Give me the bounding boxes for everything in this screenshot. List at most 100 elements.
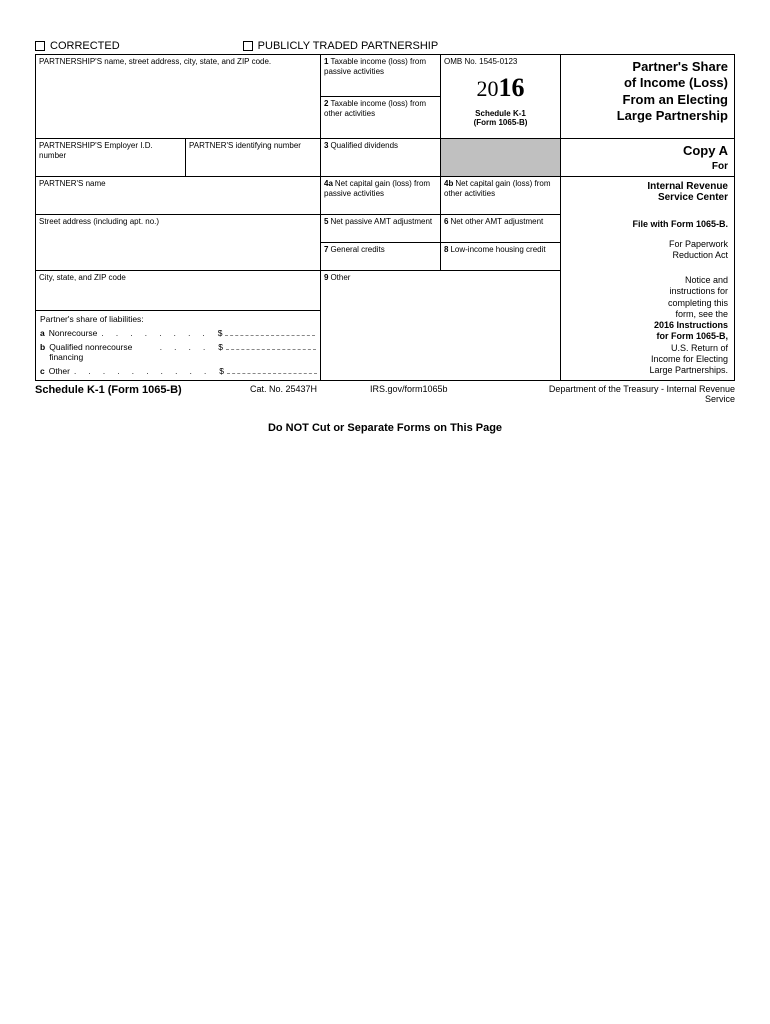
box-8-cell[interactable]: 8Low-income housing credit <box>441 243 560 270</box>
employer-id-label: PARTNERSHIP'S Employer I.D. number <box>39 141 182 160</box>
liab-b-dots: . . . . <box>160 343 211 352</box>
paperwork-l6: form, see the <box>567 309 728 320</box>
liab-b-txt: Qualified nonrecourse financing <box>49 342 156 362</box>
box-4a-label: Net capital gain (loss) from passive act… <box>324 179 430 198</box>
tax-year: 2016 <box>444 73 557 103</box>
box-2-cell[interactable]: 2Taxable income (loss) from other activi… <box>321 97 440 138</box>
box-5-num: 5 <box>324 217 328 227</box>
schedule-label: Schedule K-1 <box>444 109 557 119</box>
for-label: For <box>567 161 728 172</box>
box-3-cell[interactable]: 3Qualified dividends <box>321 139 441 176</box>
year-cell: OMB No. 1545-0123 2016 Schedule K-1 (For… <box>441 55 561 138</box>
liabilities-header: Partner's share of liabilities: <box>40 314 316 324</box>
liab-a-lbl: a <box>40 328 45 338</box>
box-4a-num: 4a <box>324 179 333 189</box>
box-1-label: Taxable income (loss) from passive activ… <box>324 57 426 76</box>
partner-id-label: PARTNER'S identifying number <box>189 141 317 151</box>
paperwork-l7: 2016 Instructions <box>567 320 728 331</box>
liab-a-txt: Nonrecourse <box>49 328 98 338</box>
box-4b-num: 4b <box>444 179 453 189</box>
box-5-cell[interactable]: 5Net passive AMT adjustment <box>321 215 441 242</box>
footer-cat: Cat. No. 25437H <box>250 384 370 404</box>
paperwork-l3: Notice and <box>567 275 728 286</box>
file-with-label: File with Form 1065-B. <box>567 219 728 229</box>
title-line-1: Partner's Share <box>567 59 728 75</box>
box-1-num: 1 <box>324 57 328 67</box>
box-8-num: 8 <box>444 245 448 255</box>
box-6-cell[interactable]: 6Net other AMT adjustment <box>441 215 560 242</box>
corrected-label: CORRECTED <box>50 40 120 52</box>
publicly-traded-checkbox[interactable] <box>243 41 253 51</box>
form-table: PARTNERSHIP'S name, street address, city… <box>35 54 735 381</box>
box-2-label: Taxable income (loss) from other activit… <box>324 99 426 118</box>
box-4b-cell[interactable]: 4bNet capital gain (loss) from other act… <box>441 177 561 215</box>
dollar-c: $ <box>219 366 224 376</box>
box-4a-cell[interactable]: 4aNet capital gain (loss) from passive a… <box>321 177 441 215</box>
city-state-zip-label: City, state, and ZIP code <box>39 273 317 283</box>
box-4b-label: Net capital gain (loss) from other activ… <box>444 179 551 198</box>
file-with-cell: File with Form 1065-B. For Paperwork Red… <box>561 215 734 271</box>
street-address-cell[interactable]: Street address (including apt. no.) <box>36 215 321 271</box>
title-line-4: Large Partnership <box>567 108 728 124</box>
box-3-num: 3 <box>324 141 328 151</box>
paperwork-l8: for Form 1065-B, <box>567 331 728 342</box>
copy-a-label: Copy A <box>567 143 728 158</box>
box-2-num: 2 <box>324 99 328 109</box>
footer-url: IRS.gov/form1065b <box>370 384 520 404</box>
publicly-traded-label: PUBLICLY TRADED PARTNERSHIP <box>258 40 439 52</box>
partner-id-cell[interactable]: PARTNER'S identifying number <box>186 139 321 176</box>
partnership-address-cell[interactable]: PARTNERSHIP'S name, street address, city… <box>36 55 321 138</box>
liability-c-row: c Other . . . . . . . . . . $ <box>40 365 316 376</box>
liab-c-lbl: c <box>40 366 45 376</box>
liab-a-input[interactable] <box>225 327 315 336</box>
box-9-cell[interactable]: 9Other <box>321 271 561 380</box>
paperwork-l11: Large Partnerships. <box>567 365 728 376</box>
liab-a-dots: . . . . . . . . <box>101 329 209 338</box>
irs-center-l1: Internal Revenue <box>567 181 728 192</box>
irs-center-l2: Service Center <box>567 192 728 203</box>
paperwork-cell: Notice and instructions for completing t… <box>561 271 734 380</box>
corrected-checkbox[interactable] <box>35 41 45 51</box>
partnership-address-label: PARTNERSHIP'S name, street address, city… <box>39 57 317 67</box>
partner-name-label: PARTNER'S name <box>39 179 317 189</box>
box-9-num: 9 <box>324 273 328 283</box>
box-6-label: Net other AMT adjustment <box>450 217 543 226</box>
title-line-3: From an Electing <box>567 92 728 108</box>
paperwork-l2: Reduction Act <box>567 250 728 261</box>
irs-center-cell: Internal Revenue Service Center <box>561 177 734 215</box>
corrected-checkbox-group: CORRECTED <box>35 40 120 52</box>
box-6-num: 6 <box>444 217 448 227</box>
dollar-a: $ <box>218 328 223 338</box>
box-7-cell[interactable]: 7General credits <box>321 243 441 270</box>
paperwork-l5: completing this <box>567 298 728 309</box>
publicly-traded-checkbox-group: PUBLICLY TRADED PARTNERSHIP <box>243 40 439 52</box>
paperwork-l9: U.S. Return of <box>567 343 728 354</box>
box-9-label: Other <box>330 273 350 282</box>
box-1-cell[interactable]: 1Taxable income (loss) from passive acti… <box>321 55 440 97</box>
omb-label: OMB No. 1545-0123 <box>444 57 557 67</box>
title-line-2: of Income (Loss) <box>567 75 728 91</box>
city-state-zip-cell[interactable]: City, state, and ZIP code <box>36 271 320 311</box>
form-label: (Form 1065-B) <box>444 118 557 128</box>
liab-c-txt: Other <box>49 366 70 376</box>
liability-a-row: a Nonrecourse . . . . . . . . $ <box>40 327 316 338</box>
street-address-label: Street address (including apt. no.) <box>39 217 317 227</box>
copy-a-cell: Copy A For <box>561 139 734 176</box>
shaded-cell <box>441 139 561 176</box>
checkbox-row: CORRECTED PUBLICLY TRADED PARTNERSHIP <box>35 40 735 52</box>
employer-id-cell[interactable]: PARTNERSHIP'S Employer I.D. number <box>36 139 186 176</box>
liab-b-input[interactable] <box>226 341 316 350</box>
dollar-b: $ <box>218 342 223 352</box>
box-3-label: Qualified dividends <box>330 141 398 150</box>
partner-name-cell[interactable]: PARTNER'S name <box>36 177 321 215</box>
box-7-num: 7 <box>324 245 328 255</box>
box-5-label: Net passive AMT adjustment <box>330 217 432 226</box>
no-cut-notice: Do NOT Cut or Separate Forms on This Pag… <box>35 422 735 434</box>
liab-c-input[interactable] <box>227 365 317 374</box>
footer-schedule: Schedule K-1 (Form 1065-B) <box>35 384 250 404</box>
footer-row: Schedule K-1 (Form 1065-B) Cat. No. 2543… <box>35 381 735 404</box>
box-8-label: Low-income housing credit <box>450 245 545 254</box>
liab-b-lbl: b <box>40 342 45 352</box>
liab-c-dots: . . . . . . . . . . <box>74 367 211 376</box>
paperwork-l1: For Paperwork <box>567 239 728 250</box>
